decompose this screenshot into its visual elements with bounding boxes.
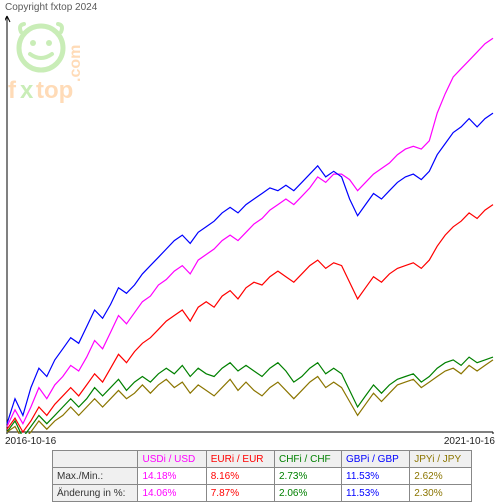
table-col-header: CHFi / CHF [274, 451, 341, 468]
table-col-header: USDi / USD [138, 451, 206, 468]
series-line [7, 360, 493, 434]
stats-table: USDi / USDEURi / EURCHFi / CHFGBPi / GBP… [52, 450, 472, 502]
line-chart [5, 14, 495, 434]
table-cell: 11.53% [342, 468, 410, 485]
series-line [7, 113, 493, 424]
table-cell: 14.18% [138, 468, 206, 485]
table-col-header: EURi / EUR [206, 451, 274, 468]
series-line [7, 205, 493, 432]
table-cell: 11.53% [342, 485, 410, 502]
table-col-header: JPYi / JPY [410, 451, 472, 468]
table-cell: 14.06% [138, 485, 206, 502]
table-cell: 8.16% [206, 468, 274, 485]
table-cell: 7.87% [206, 485, 274, 502]
table-cell: 2.06% [274, 485, 341, 502]
copyright-text: Copyright fxtop 2024 [5, 2, 97, 13]
table-row-label: Änderung in %: [53, 485, 138, 502]
table-cell: 2.62% [410, 468, 472, 485]
table-col-header: GBPi / GBP [342, 451, 410, 468]
table-corner [53, 451, 138, 468]
table-cell: 2.30% [410, 485, 472, 502]
table-row-label: Max./Min.: [53, 468, 138, 485]
x-axis-end-label: 2021-10-16 [444, 436, 495, 447]
x-axis-start-label: 2016-10-16 [5, 436, 56, 447]
table-cell: 2.73% [274, 468, 341, 485]
